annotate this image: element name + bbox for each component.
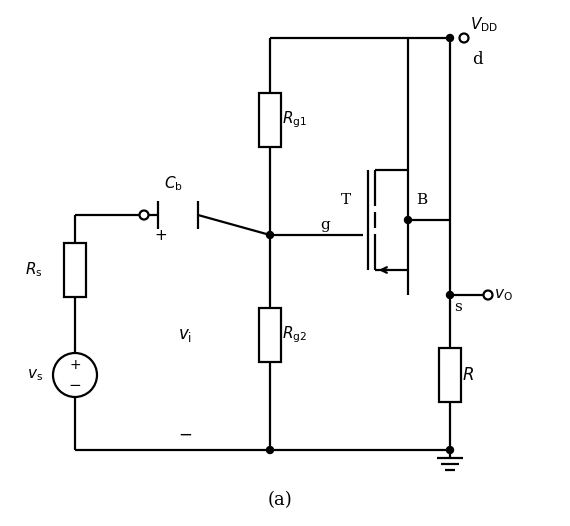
Bar bbox=[439, 348, 461, 402]
Circle shape bbox=[446, 291, 454, 298]
Text: d: d bbox=[472, 52, 483, 68]
Text: $C_{\rm b}$: $C_{\rm b}$ bbox=[164, 174, 182, 193]
Text: +: + bbox=[154, 228, 168, 242]
Text: +: + bbox=[69, 358, 81, 372]
Circle shape bbox=[459, 34, 469, 43]
Circle shape bbox=[483, 290, 492, 299]
Text: $v_{\rm O}$: $v_{\rm O}$ bbox=[494, 287, 513, 303]
Circle shape bbox=[267, 231, 274, 238]
Text: B: B bbox=[416, 193, 427, 207]
Circle shape bbox=[446, 35, 454, 42]
Circle shape bbox=[446, 447, 454, 453]
Text: T: T bbox=[341, 193, 351, 207]
Text: (a): (a) bbox=[268, 491, 292, 509]
Text: $R_{\rm g2}$: $R_{\rm g2}$ bbox=[282, 325, 307, 345]
Text: $v_{\rm i}$: $v_{\rm i}$ bbox=[178, 327, 192, 343]
Circle shape bbox=[267, 447, 274, 453]
Text: s: s bbox=[454, 300, 462, 314]
Text: g: g bbox=[320, 218, 330, 232]
Circle shape bbox=[140, 210, 149, 219]
Bar bbox=[64, 243, 86, 297]
Bar bbox=[259, 93, 281, 147]
Text: $v_{\rm s}$: $v_{\rm s}$ bbox=[27, 367, 43, 383]
Text: $R$: $R$ bbox=[462, 367, 474, 383]
Text: −: − bbox=[68, 379, 82, 393]
Circle shape bbox=[405, 217, 412, 224]
Text: $V_{\rm DD}$: $V_{\rm DD}$ bbox=[470, 15, 498, 34]
Bar bbox=[259, 308, 281, 362]
Text: −: − bbox=[178, 426, 192, 444]
Text: $R_{\rm s}$: $R_{\rm s}$ bbox=[26, 261, 43, 279]
Text: $R_{\rm g1}$: $R_{\rm g1}$ bbox=[282, 110, 307, 130]
